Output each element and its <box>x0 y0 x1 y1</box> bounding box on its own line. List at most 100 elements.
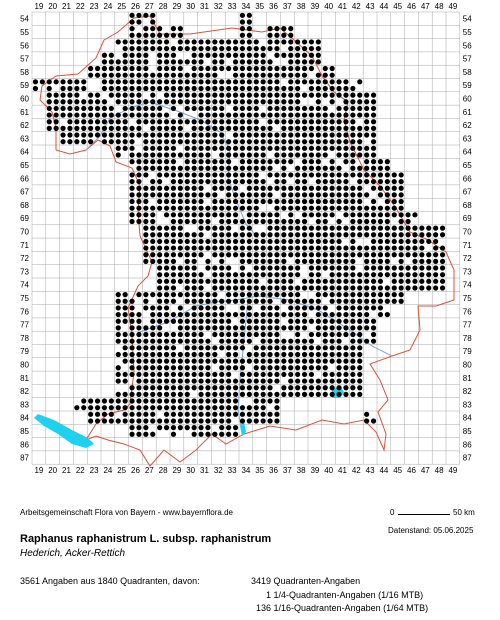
grid-label: 54 <box>20 15 29 24</box>
occurrence-dot <box>274 278 280 284</box>
occurrence-dot <box>246 125 252 131</box>
occurrence-dot <box>350 212 356 218</box>
occurrence-dot <box>157 26 163 32</box>
occurrence-dot <box>246 298 252 304</box>
occurrence-dot <box>412 245 418 251</box>
occurrence-dot <box>219 278 225 284</box>
occurrence-dot <box>246 198 252 205</box>
occurrence-dot <box>281 119 287 125</box>
occurrence-dot <box>288 225 294 231</box>
occurrence-dot <box>212 178 218 185</box>
occurrence-dot <box>322 292 328 298</box>
occurrence-dot <box>281 365 287 371</box>
occurrence-dot <box>198 112 204 118</box>
occurrence-dot <box>150 391 156 397</box>
occurrence-dot <box>219 298 225 304</box>
grid-label: 71 <box>463 241 472 250</box>
occurrence-dot <box>295 45 301 52</box>
occurrence-dot <box>212 45 218 52</box>
occurrence-dot <box>198 278 204 284</box>
occurrence-dot <box>260 265 266 271</box>
occurrence-dot <box>357 225 363 231</box>
occurrence-dot <box>177 85 183 92</box>
occurrence-dot <box>370 285 377 291</box>
occurrence-dot <box>301 305 308 311</box>
occurrence-dot <box>281 225 287 231</box>
occurrence-dot <box>136 72 142 78</box>
occurrence-dot <box>239 238 246 245</box>
occurrence-dot <box>170 45 177 52</box>
occurrence-dot <box>350 225 356 231</box>
occurrence-dot <box>308 272 315 278</box>
grid-label: 20 <box>48 2 57 11</box>
occurrence-dot <box>267 245 273 251</box>
occurrence-dot <box>184 325 190 331</box>
occurrence-dot <box>322 92 328 98</box>
occurrence-dot <box>308 52 315 58</box>
occurrence-dot <box>88 125 94 131</box>
occurrence-dot <box>205 365 211 371</box>
occurrence-dot <box>295 258 301 264</box>
occurrence-dot <box>184 378 190 384</box>
occurrence-dot <box>295 165 301 171</box>
occurrence-dot <box>439 278 446 284</box>
occurrence-dots <box>32 12 446 437</box>
occurrence-dot <box>308 351 315 358</box>
occurrence-dot <box>163 159 170 165</box>
occurrence-dot <box>364 245 370 251</box>
occurrence-dot <box>101 405 108 411</box>
occurrence-dot <box>198 411 204 417</box>
occurrence-dot <box>246 218 252 225</box>
occurrence-dot <box>398 178 404 185</box>
occurrence-dot <box>150 85 156 92</box>
occurrence-dot <box>295 298 301 304</box>
occurrence-dot <box>198 99 204 105</box>
occurrence-dot <box>163 32 170 38</box>
occurrence-dot <box>288 72 294 78</box>
occurrence-dot <box>163 59 170 65</box>
occurrence-dot <box>53 92 59 98</box>
occurrence-dot <box>191 159 197 165</box>
occurrence-dot <box>219 378 225 384</box>
occurrence-dot <box>260 159 266 165</box>
occurrence-dot <box>122 418 128 424</box>
occurrence-dot <box>301 198 308 205</box>
occurrence-dot <box>150 152 156 158</box>
occurrence-dot <box>226 285 232 291</box>
occurrence-dot <box>239 205 246 211</box>
occurrence-dot <box>336 185 342 191</box>
occurrence-dot <box>384 198 390 205</box>
occurrence-dot <box>88 398 94 404</box>
occurrence-dot <box>60 92 66 98</box>
occurrence-dot <box>150 79 156 85</box>
occurrence-dot <box>281 298 287 304</box>
occurrence-dot <box>115 132 121 138</box>
occurrence-dot <box>226 39 232 45</box>
occurrence-dot <box>308 212 315 218</box>
grid-label: 24 <box>103 2 112 11</box>
occurrence-dot <box>295 218 301 225</box>
occurrence-dot <box>377 232 384 238</box>
occurrence-dot <box>336 172 342 178</box>
occurrence-dot <box>177 59 183 65</box>
occurrence-dot <box>191 105 197 112</box>
occurrence-dot <box>191 325 197 331</box>
occurrence-dot <box>357 385 363 391</box>
occurrence-dot <box>239 311 246 318</box>
occurrence-dot <box>163 185 170 191</box>
occurrence-dot <box>288 218 294 225</box>
occurrence-dot <box>60 132 66 138</box>
occurrence-dot <box>219 185 225 191</box>
occurrence-dot <box>108 418 114 424</box>
occurrence-dot <box>336 325 342 331</box>
occurrence-dot <box>329 331 335 338</box>
grid-label: 27 <box>145 466 154 475</box>
occurrence-dot <box>308 225 315 231</box>
occurrence-dot <box>315 72 321 78</box>
river-south <box>237 299 249 433</box>
occurrence-dot <box>274 185 280 191</box>
occurrence-dot <box>315 298 321 304</box>
occurrence-dot <box>205 338 211 344</box>
occurrence-dot <box>433 278 439 284</box>
occurrence-dot <box>177 139 183 145</box>
